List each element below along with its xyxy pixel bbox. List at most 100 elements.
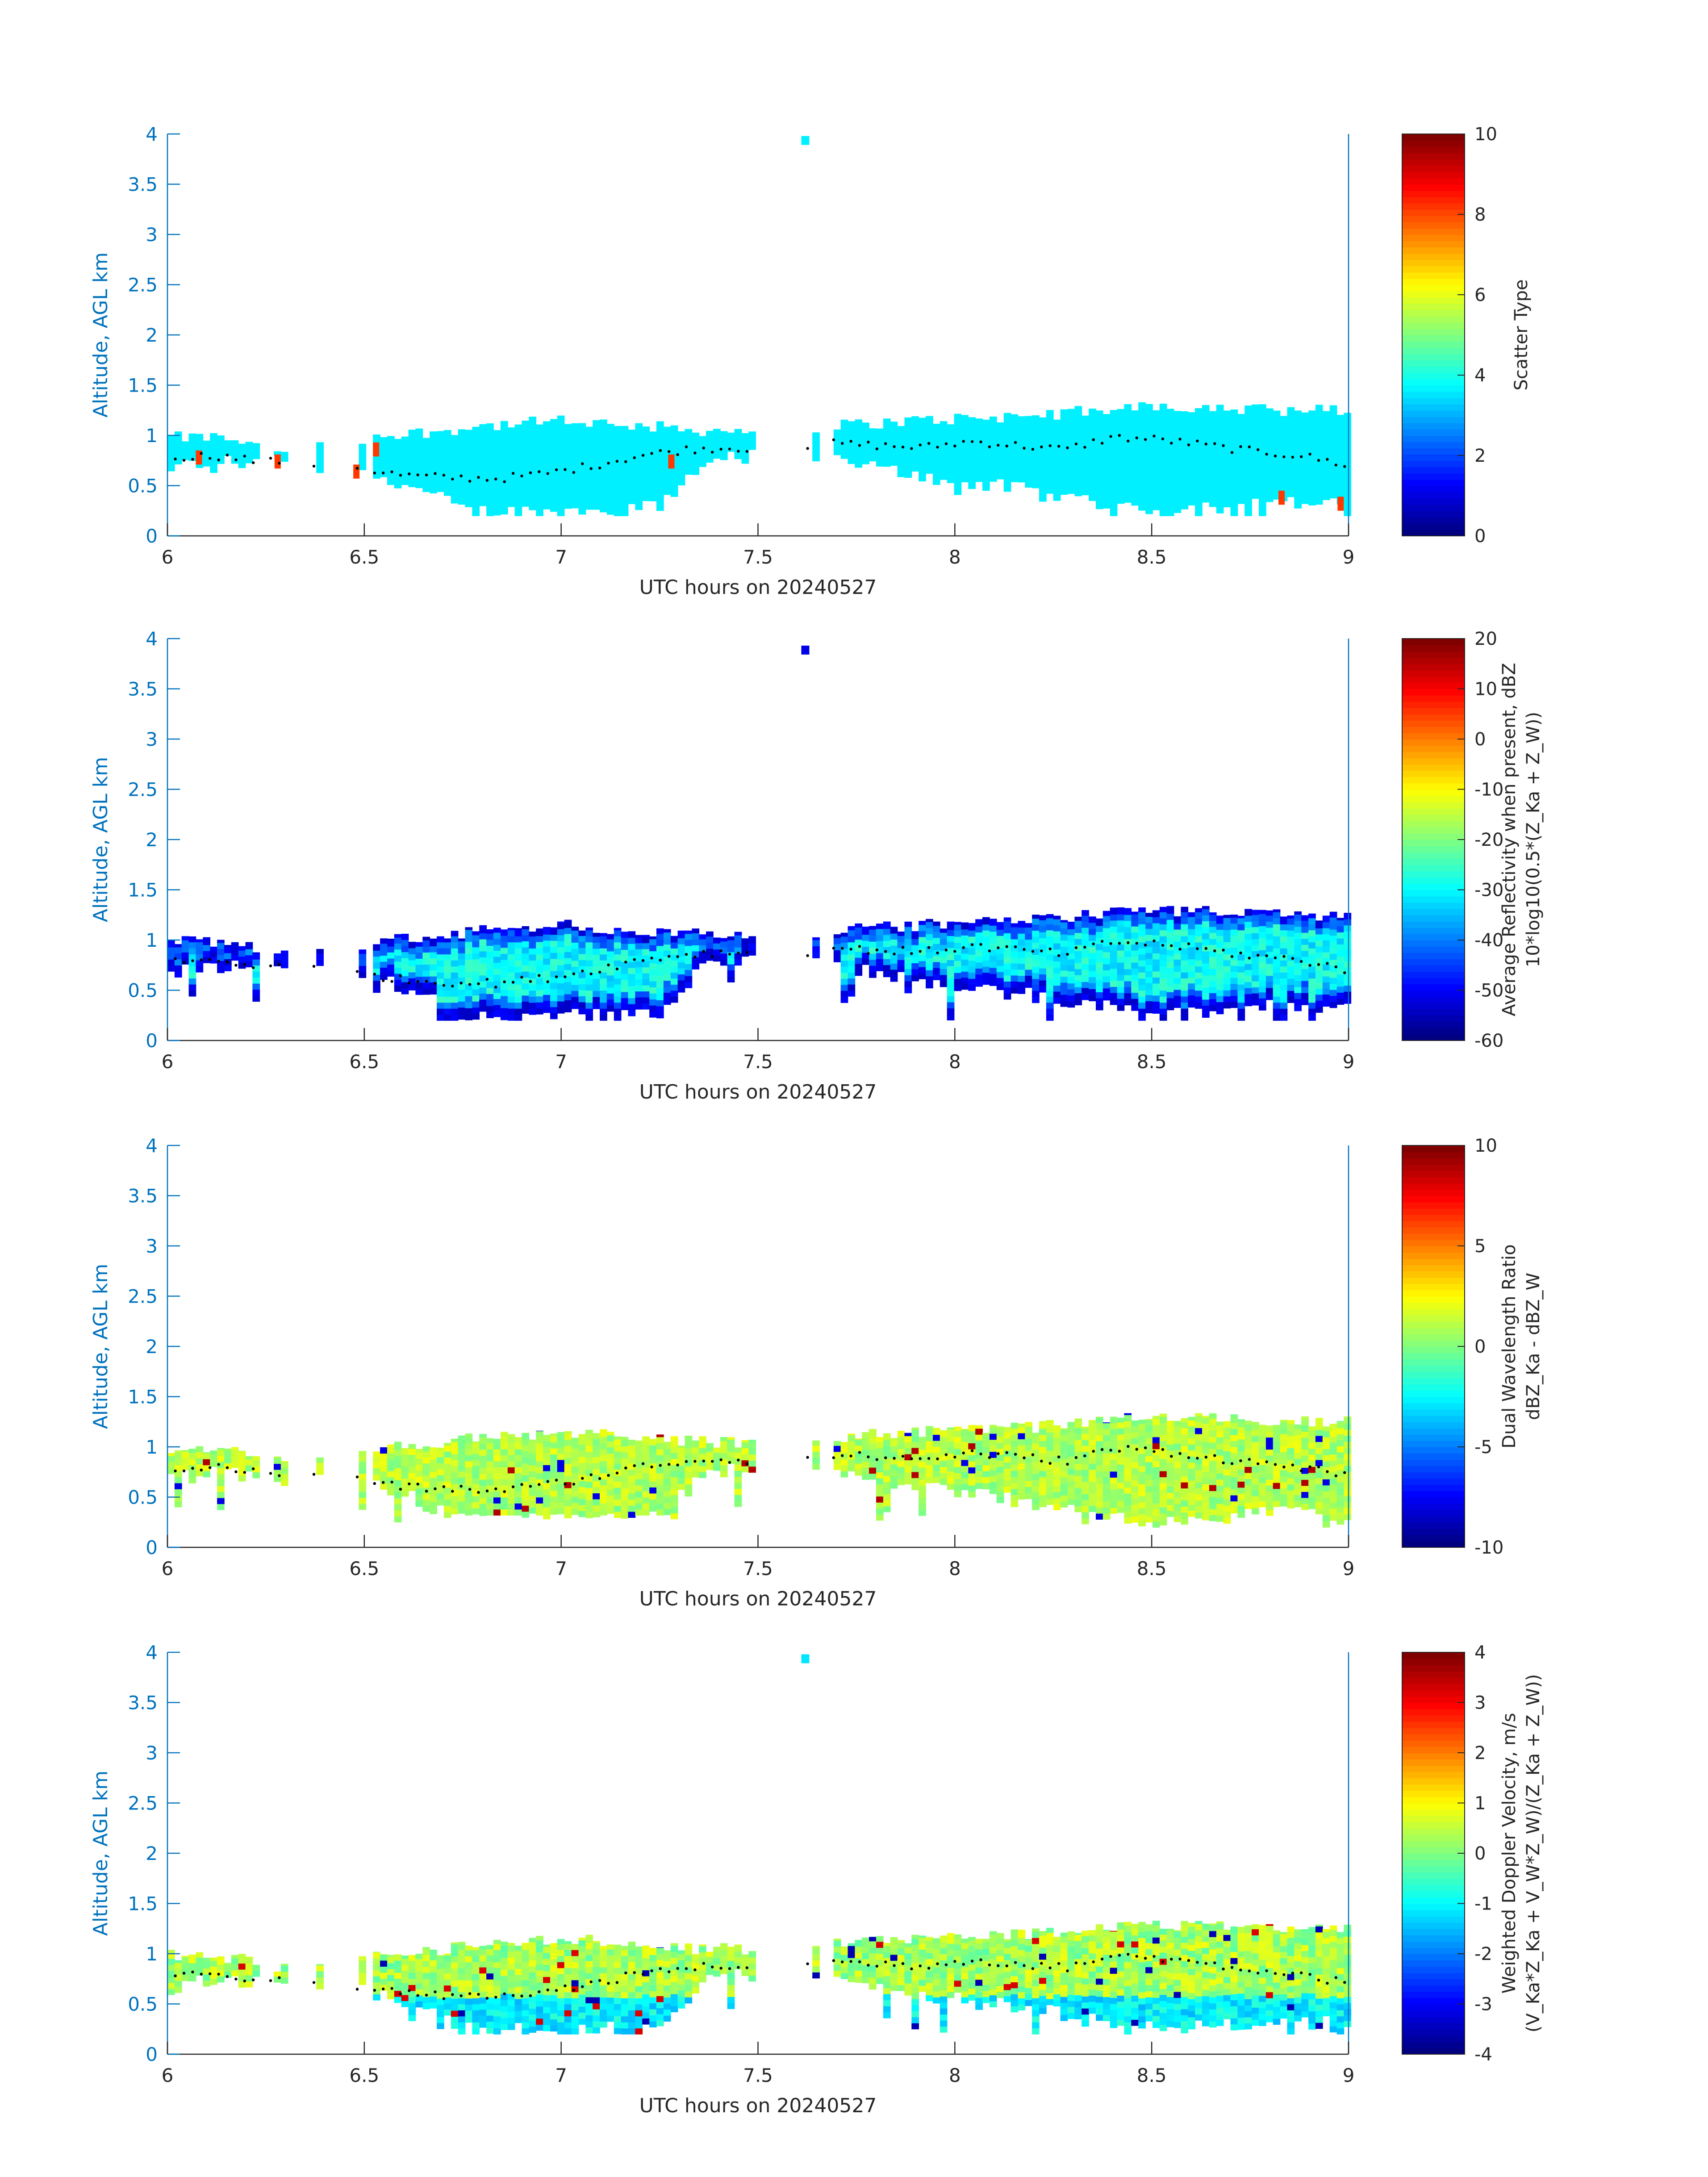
- colorbar-segment: [1402, 228, 1465, 235]
- heatmap-cell: [982, 917, 990, 919]
- heatmap-cell: [1124, 999, 1132, 1006]
- heatmap-cell: [188, 436, 196, 443]
- heatmap-cell: [1188, 977, 1195, 984]
- heatmap-cell: [1131, 463, 1139, 470]
- heatmap-cell: [1230, 929, 1238, 936]
- heatmap-cell: [1110, 914, 1118, 921]
- heatmap-cell: [536, 1503, 543, 1510]
- heatmap-cell: [245, 943, 253, 949]
- heatmap-cell: [472, 497, 480, 504]
- heatmap-cell: [904, 417, 912, 424]
- heatmap-cell: [890, 441, 898, 448]
- heatmap-cell: [203, 944, 210, 951]
- heatmap-cell: [982, 460, 990, 467]
- heatmap-cell: [1308, 451, 1316, 457]
- heatmap-cell: [1322, 493, 1330, 500]
- heatmap-cell: [621, 1003, 629, 1010]
- heatmap-cell: [1329, 1002, 1337, 1008]
- heatmap-cell: [1209, 476, 1217, 483]
- heatmap-cell: [642, 1443, 650, 1450]
- heatmap-cell: [1329, 438, 1337, 444]
- heatmap-cell: [1039, 980, 1047, 987]
- heatmap-cell: [217, 1449, 225, 1456]
- heatmap-cell: [741, 439, 749, 446]
- heatmap-cell: [408, 1444, 416, 1449]
- heatmap-cell: [529, 1459, 537, 1466]
- heatmap-cell: [1067, 929, 1075, 936]
- heatmap-cell: [606, 969, 614, 976]
- heatmap-cell: [968, 476, 976, 483]
- heatmap-cell: [415, 1476, 423, 1483]
- heatmap-cell: [593, 990, 600, 997]
- cloud-base-dot: [1005, 444, 1008, 447]
- heatmap-cell: [848, 427, 856, 434]
- heatmap-cell: [621, 510, 629, 516]
- heatmap-cell: [1209, 912, 1217, 915]
- heatmap-cell: [1166, 468, 1174, 474]
- cloud-base-dot: [1092, 942, 1095, 945]
- heatmap-cell: [656, 988, 664, 994]
- heatmap-cell: [961, 1442, 969, 1448]
- heatmap-cell: [1166, 510, 1174, 516]
- heatmap-cell: [1046, 978, 1054, 985]
- heatmap-cell: [663, 489, 671, 495]
- heatmap-cell: [1110, 492, 1118, 498]
- heatmap-cell: [649, 435, 657, 441]
- heatmap-cell: [1032, 434, 1040, 440]
- heatmap-cell: [1124, 484, 1132, 491]
- heatmap-cell: [522, 482, 530, 489]
- cloud-base-dot: [182, 459, 186, 462]
- colorbar-frame: [1402, 134, 1465, 536]
- heatmap-cell: [1145, 489, 1153, 496]
- cloud-base-dot: [425, 980, 428, 983]
- heatmap-cell: [1216, 941, 1224, 948]
- heatmap-cell: [1074, 411, 1082, 418]
- heatmap-cell: [465, 464, 473, 471]
- heatmap-cell: [557, 947, 565, 953]
- heatmap-cell: [585, 942, 593, 949]
- colorbar-label: Scatter Type: [1511, 280, 1532, 391]
- heatmap-cell: [245, 955, 253, 961]
- heatmap-cell: [1230, 1001, 1238, 1008]
- heatmap-cell: [486, 982, 494, 988]
- heatmap-cell: [954, 470, 962, 477]
- heatmap-cell: [514, 1437, 522, 1443]
- heatmap-cell: [1166, 485, 1174, 492]
- cloud-base-dot: [182, 961, 186, 964]
- heatmap-cell: [1060, 928, 1068, 935]
- heatmap-cell: [869, 929, 877, 936]
- heatmap-cell: [394, 1455, 402, 1462]
- heatmap-cell: [1053, 949, 1061, 956]
- heatmap-cell: [1237, 491, 1245, 498]
- heatmap-cell: [472, 504, 480, 510]
- heatmap-cell: [514, 1014, 522, 1021]
- heatmap-cell: [876, 442, 884, 449]
- heatmap-cell: [408, 463, 416, 469]
- heatmap-cell: [529, 966, 537, 973]
- heatmap-cell: [606, 502, 614, 509]
- heatmap-cell: [1188, 923, 1195, 929]
- heatmap-cell: [628, 1505, 636, 1512]
- heatmap-cell: [685, 1436, 693, 1442]
- heatmap-cell: [926, 976, 933, 982]
- heatmap-cell: [940, 1472, 948, 1479]
- heatmap-cell: [621, 1476, 629, 1483]
- heatmap-cell: [720, 947, 728, 954]
- heatmap-cell: [982, 1477, 990, 1483]
- heatmap-cell: [1294, 460, 1302, 467]
- heatmap-cell: [274, 451, 281, 456]
- heatmap-cell: [1152, 419, 1160, 426]
- heatmap-cell: [1159, 1002, 1167, 1009]
- heatmap-cell: [557, 1502, 565, 1508]
- heatmap-cell: [1329, 995, 1337, 1002]
- heatmap-cell: [401, 1472, 409, 1479]
- heatmap-cell: [472, 510, 480, 516]
- heatmap-cell: [1181, 424, 1189, 431]
- heatmap-cell: [571, 1508, 579, 1515]
- heatmap-cell: [649, 1469, 657, 1475]
- heatmap-cell: [1294, 430, 1302, 436]
- heatmap-cell: [1195, 425, 1203, 432]
- heatmap-cell: [514, 461, 522, 468]
- heatmap-cell: [1003, 927, 1011, 933]
- heatmap-cell: [975, 1446, 983, 1453]
